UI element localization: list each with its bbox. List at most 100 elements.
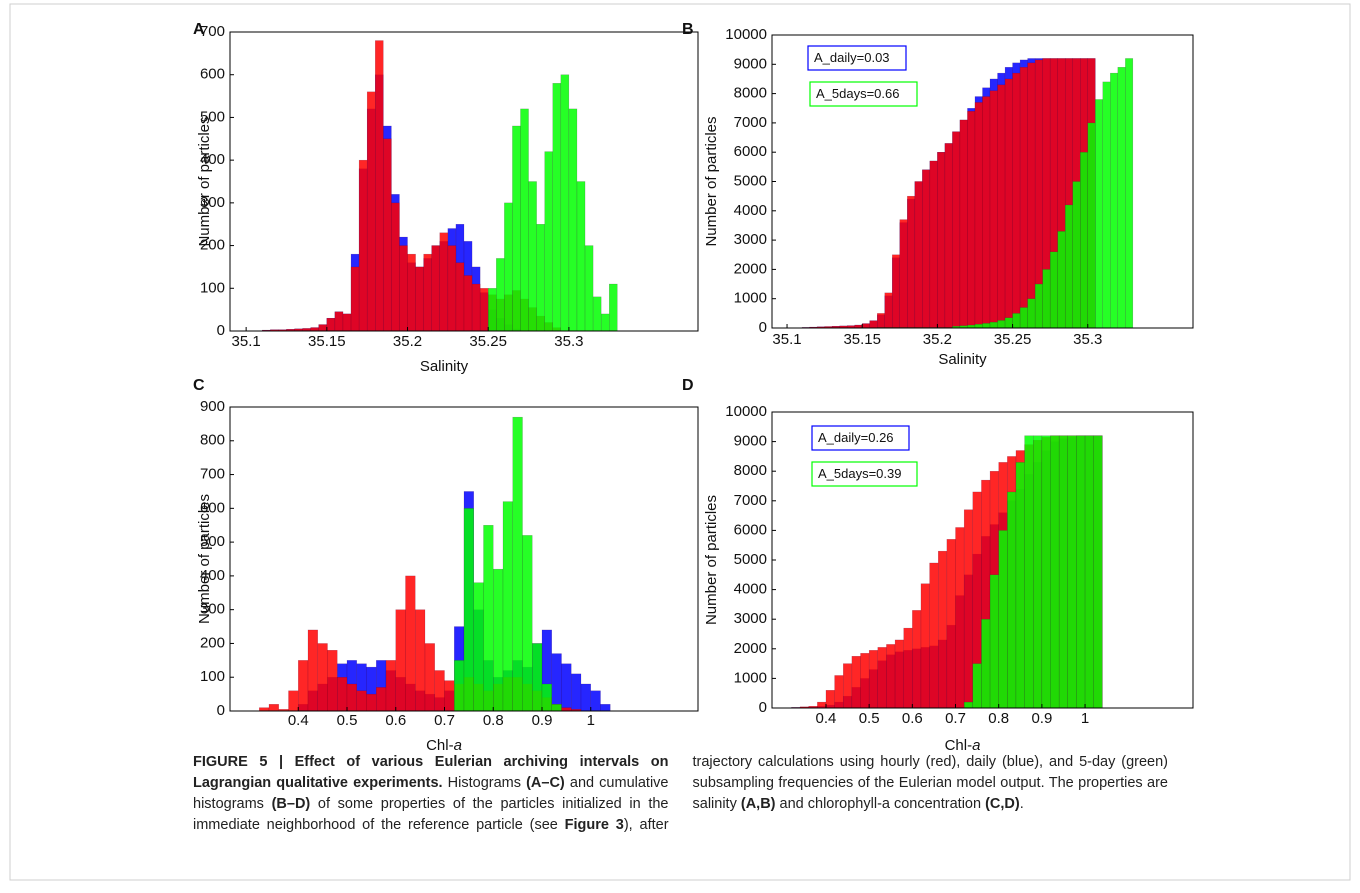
x-tick-label: 35.3 — [554, 333, 583, 350]
bar — [967, 110, 976, 329]
bar — [938, 550, 948, 709]
bar — [1012, 72, 1021, 329]
y-tick-label: 8000 — [734, 85, 767, 102]
x-tick-label: 0.9 — [532, 712, 553, 729]
bar — [851, 656, 861, 709]
bar — [447, 245, 457, 332]
bar — [346, 683, 357, 712]
y-tick-label: 9000 — [734, 55, 767, 72]
bar — [1125, 58, 1134, 329]
bar — [576, 181, 586, 332]
bar — [512, 416, 523, 712]
bar — [1012, 313, 1021, 329]
bar — [997, 84, 1006, 329]
caption-text: Histograms — [442, 775, 527, 791]
bar — [1117, 67, 1126, 329]
bar — [1076, 435, 1086, 709]
x-tick-label: 0.4 — [288, 712, 309, 729]
bar — [288, 690, 299, 712]
panel-label: D — [682, 377, 694, 394]
y-tick-label: 300 — [200, 194, 225, 211]
bar — [1110, 72, 1119, 329]
bar — [989, 574, 999, 709]
x-axis-label-part: Salinity — [420, 358, 469, 375]
bar — [512, 125, 521, 332]
bar — [972, 663, 982, 709]
bar — [423, 253, 432, 332]
bar — [407, 253, 416, 332]
y-tick-label: 900 — [200, 398, 225, 415]
y-tick-label: 10000 — [725, 403, 767, 420]
y-tick-label: 7000 — [734, 114, 767, 131]
bar — [981, 619, 991, 709]
bar — [551, 653, 562, 712]
bar — [326, 317, 336, 332]
caption-text: and cumulative histograms — [193, 775, 669, 812]
y-tick-label: 0 — [759, 319, 767, 336]
y-tick-label: 2000 — [734, 640, 767, 657]
y-tick-label: 500 — [200, 108, 225, 125]
bar — [366, 91, 376, 332]
y-tick-label: 400 — [200, 151, 225, 168]
y-axis-label: Number of particles — [196, 116, 213, 246]
bar — [899, 219, 908, 329]
annotation-box — [811, 461, 918, 487]
x-tick-label: 35.25 — [469, 333, 507, 350]
caption-bold-text: (A–C) — [526, 775, 565, 791]
y-tick-label: 300 — [200, 601, 225, 618]
bar — [385, 660, 396, 712]
annotation-box — [811, 425, 910, 451]
bar — [528, 181, 537, 332]
figure-caption: FIGURE 5 | Effect of various Eulerian ar… — [193, 752, 1168, 836]
bar — [479, 288, 489, 332]
bar — [922, 169, 931, 329]
caption-text: . — [1019, 796, 1024, 812]
bar — [868, 650, 878, 709]
y-axis-label: Number of particles — [196, 494, 213, 624]
y-tick-label: 10000 — [725, 26, 767, 43]
x-axis-label: Chl-a — [426, 737, 462, 754]
bar — [327, 650, 338, 712]
bar — [894, 639, 904, 709]
bar — [1004, 78, 1013, 329]
annotation-text: A_5days=0.39 — [818, 466, 901, 481]
y-tick-label: 2000 — [734, 260, 767, 277]
bar — [1015, 462, 1025, 709]
figure-frame — [9, 3, 1351, 881]
x-tick-label: 35.3 — [1073, 331, 1102, 348]
caption-bold-text: (C,D) — [985, 796, 1020, 812]
bar — [982, 323, 991, 329]
bar — [424, 643, 435, 712]
y-tick-label: 3000 — [734, 231, 767, 248]
x-axis-label: Salinity — [420, 358, 469, 375]
x-axis-label: Chl-a — [945, 737, 981, 754]
bar — [310, 327, 319, 332]
bar — [590, 690, 601, 712]
y-tick-label: 400 — [200, 567, 225, 584]
bar — [439, 232, 449, 332]
x-tick-label: 0.6 — [902, 710, 923, 727]
bar — [298, 660, 309, 712]
x-axis-label-part: a — [454, 737, 462, 754]
y-tick-label: 700 — [200, 466, 225, 483]
bar — [862, 323, 870, 329]
bar — [259, 707, 270, 712]
bar — [1007, 491, 1017, 709]
bar — [356, 690, 367, 712]
bar — [952, 131, 961, 329]
bar — [496, 258, 505, 332]
bar — [405, 575, 416, 712]
bar — [1042, 269, 1051, 329]
bar — [1027, 298, 1036, 329]
bar — [959, 119, 968, 329]
bar — [366, 693, 377, 712]
bar — [334, 311, 344, 332]
bar — [997, 320, 1006, 329]
bar — [1084, 435, 1094, 709]
x-axis-label-part: Chl- — [945, 737, 973, 754]
bar — [869, 320, 878, 329]
y-tick-label: 600 — [200, 66, 225, 83]
bar — [551, 704, 562, 712]
y-tick-label: 9000 — [734, 433, 767, 450]
